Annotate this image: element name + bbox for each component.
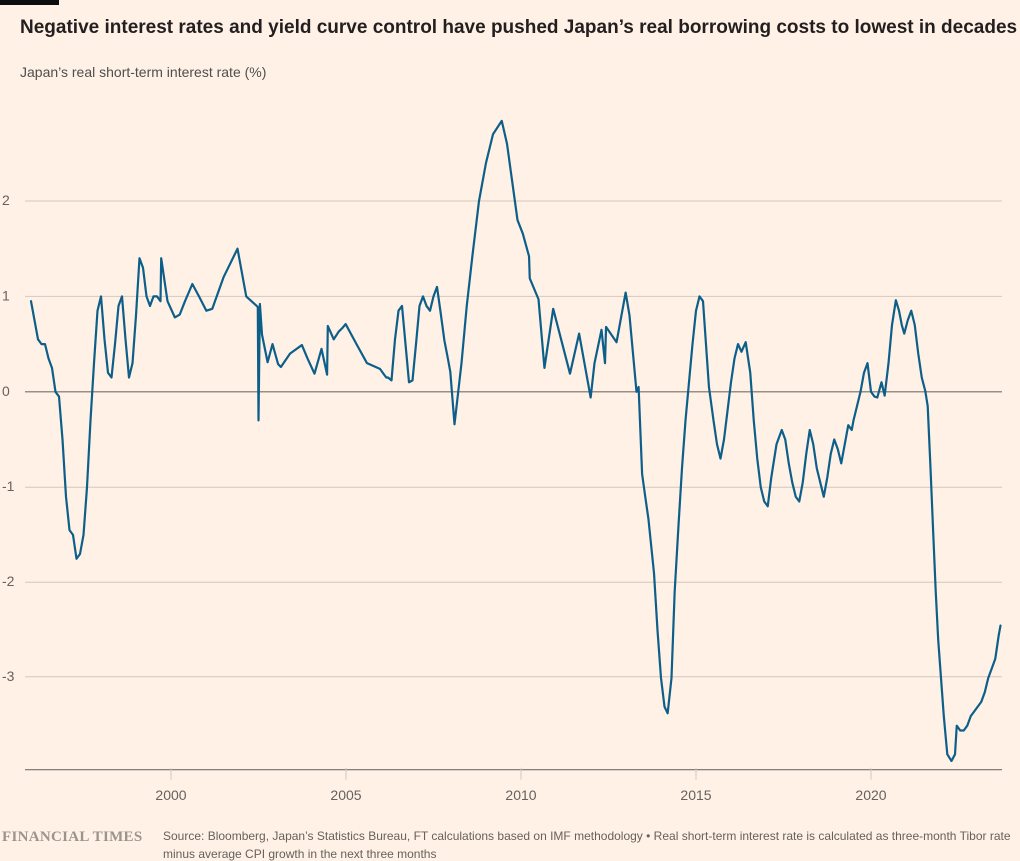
- svg-text:-3: -3: [2, 668, 15, 684]
- svg-text:2: 2: [2, 192, 10, 208]
- svg-text:2005: 2005: [330, 787, 361, 803]
- svg-text:0: 0: [2, 383, 10, 399]
- svg-text:1: 1: [2, 287, 10, 303]
- svg-text:2020: 2020: [855, 787, 886, 803]
- svg-text:-2: -2: [2, 573, 15, 589]
- svg-text:-1: -1: [2, 478, 15, 494]
- svg-text:2010: 2010: [505, 787, 536, 803]
- svg-text:2000: 2000: [155, 787, 186, 803]
- svg-text:2015: 2015: [680, 787, 711, 803]
